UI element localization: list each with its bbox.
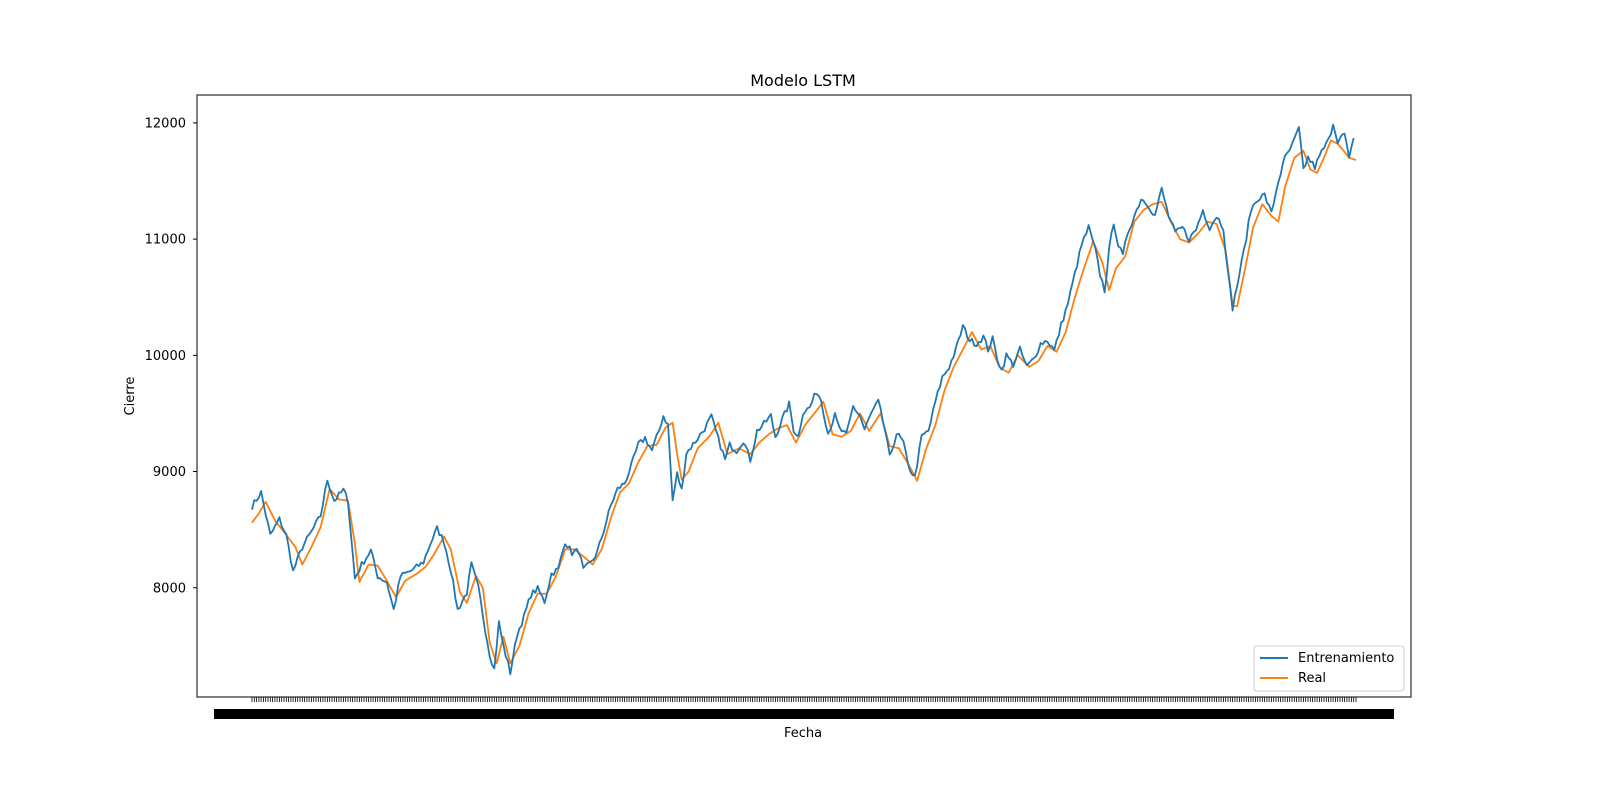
plot-area	[196, 94, 1412, 698]
y-axis-label: Cierre	[123, 377, 138, 416]
legend-label-entrenamiento: Entrenamiento	[1298, 651, 1394, 666]
series-layer	[251, 123, 1357, 676]
axes-frame	[196, 94, 1412, 698]
y-tick-label: 9000	[153, 465, 186, 480]
y-axis: 8000 9000 10000 11000 12000	[145, 116, 197, 596]
x-tick-labels-overlapped	[214, 709, 1394, 719]
legend-label-real: Real	[1298, 671, 1326, 686]
legend: Entrenamiento Real	[1253, 645, 1405, 692]
series-line-entrenamiento	[251, 123, 1355, 676]
legend-box	[1253, 645, 1405, 692]
y-tick-label: 8000	[153, 581, 186, 596]
y-tick-label: 11000	[145, 233, 186, 248]
x-axis-label: Fecha	[784, 726, 822, 741]
chart-title: Modelo LSTM	[750, 71, 856, 90]
x-axis-ticks	[214, 697, 1394, 719]
y-tick-label: 12000	[145, 116, 186, 131]
y-tick-label: 10000	[145, 349, 186, 364]
x-tick-marks	[251, 697, 1357, 702]
